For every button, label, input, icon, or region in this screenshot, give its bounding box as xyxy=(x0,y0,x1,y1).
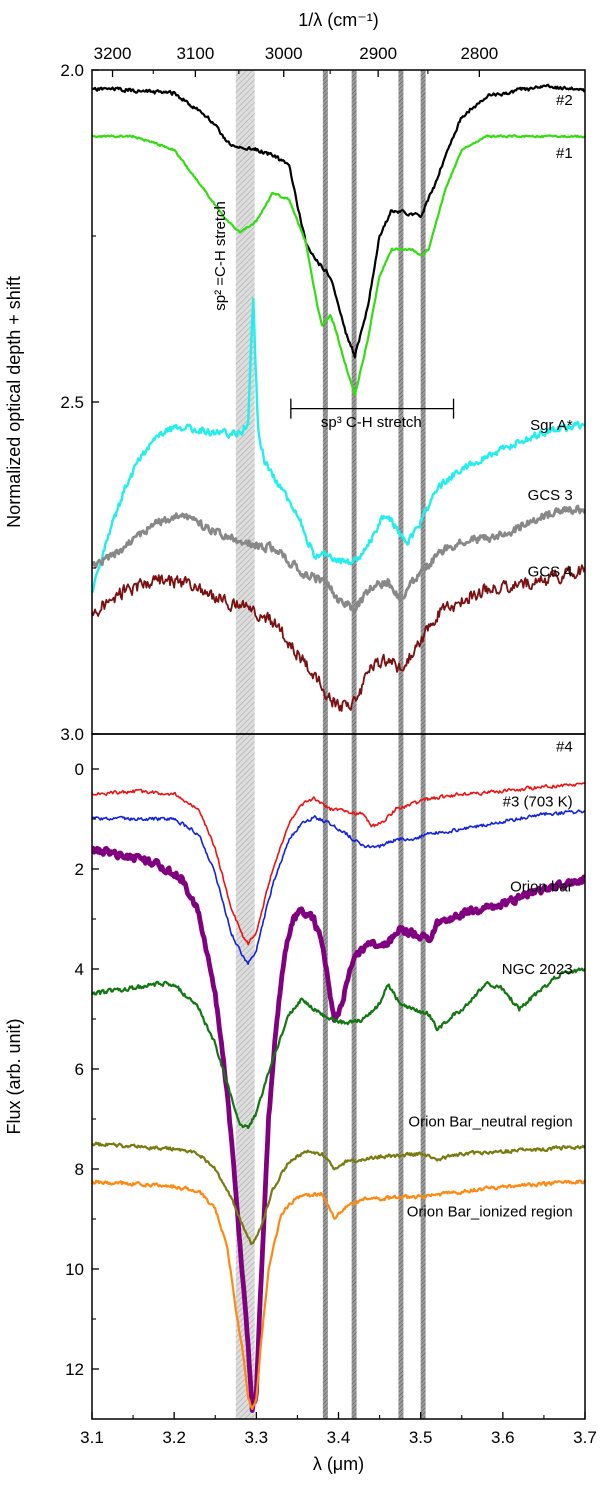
shaded-band-5 xyxy=(420,70,426,1419)
x-tick-label: 3.5 xyxy=(409,1428,433,1447)
series-label-orion-bar-neutral-region: Orion Bar_neutral region xyxy=(408,1114,572,1131)
shaded-band-1 xyxy=(235,70,255,1419)
annotation-sp2: sp² =C-H stretch xyxy=(212,201,229,311)
shaded-band-2 xyxy=(322,70,328,1419)
series-line-orion-bar xyxy=(92,845,585,1413)
y-tick-label: 12 xyxy=(65,1360,84,1379)
y-tick-label: 2.5 xyxy=(60,393,84,412)
sp3-bracket xyxy=(290,398,455,419)
top-tick-label: 2800 xyxy=(460,44,498,63)
series-label-orion-bar: Orion bar xyxy=(510,879,573,896)
absorption-band-markers xyxy=(235,70,426,1419)
y-tick-label: 2.0 xyxy=(60,61,84,80)
series-label-gcs-4: GCS 4 xyxy=(528,563,573,580)
y-axis-title-1: Normalized optical depth + shift xyxy=(4,276,24,528)
series-line-1 xyxy=(92,134,585,397)
y-tick-label: 0 xyxy=(75,760,84,779)
series-line-ngc-2023 xyxy=(92,967,585,1130)
x-tick-label: 3.3 xyxy=(245,1428,269,1447)
series-line-gcs-3 xyxy=(92,504,585,613)
y-axis-title-2: Flux (arb. unit) xyxy=(4,1018,24,1134)
series-labels: #2 #1 Sgr A* GCS 3 GCS 4 sp² =C-H stretch sp³ … xyxy=(212,92,573,1221)
x-tick-label: 3.4 xyxy=(327,1428,351,1447)
series-line-4 xyxy=(92,782,585,946)
series-label-ngc-2023: NGC 2023 xyxy=(502,961,573,978)
series-label-1: #1 xyxy=(556,145,573,162)
x-tick-label: 3.7 xyxy=(573,1428,597,1447)
y-tick-label: 8 xyxy=(75,1160,84,1179)
series-label-4: #4 xyxy=(556,739,573,756)
series-label-sgr-a: Sgr A* xyxy=(530,417,573,434)
panel-frame-top xyxy=(91,69,586,735)
axes: 2.0 2.5 3.0 Normalized optical depth + shif… xyxy=(4,10,597,1474)
panel-optical-depth xyxy=(92,83,585,712)
series-label-3-703-k: #3 (703 K) xyxy=(503,794,573,811)
series-label-2: #2 xyxy=(556,92,573,109)
series-label-orion-bar-ionized-region: Orion Bar_ionized region xyxy=(407,1204,573,1221)
y-tick-label: 2 xyxy=(75,860,84,879)
series-line-sgr-a xyxy=(92,297,585,594)
annotation-sp3: sp³ C-H stretch xyxy=(321,414,422,431)
shaded-band-4 xyxy=(398,70,404,1419)
x-tick-label: 3.2 xyxy=(162,1428,186,1447)
shaded-band-3 xyxy=(351,70,357,1419)
series-label-gcs-3: GCS 3 xyxy=(528,487,573,504)
top-tick-label: 2900 xyxy=(359,44,397,63)
series-line-3-703-k xyxy=(92,809,585,966)
top-axis-title: 1/λ (cm⁻¹) xyxy=(298,10,379,30)
top-tick-label: 3200 xyxy=(94,44,132,63)
x-tick-label: 3.1 xyxy=(80,1428,104,1447)
y-tick-label: 6 xyxy=(75,1060,84,1079)
top-tick-label: 3100 xyxy=(176,44,214,63)
series-line-2 xyxy=(92,83,585,359)
panel-frame-bottom xyxy=(91,733,586,1420)
series-line-orion-bar-neutral-region xyxy=(92,1141,585,1246)
y-tick-label: 3.0 xyxy=(60,725,84,744)
y-tick-label: 4 xyxy=(75,960,84,979)
series-line-orion-bar-ionized-region xyxy=(92,1179,585,1410)
x-tick-label: 3.6 xyxy=(491,1428,515,1447)
x-axis-title: λ (μm) xyxy=(313,1454,364,1474)
top-tick-label: 3000 xyxy=(265,44,303,63)
y-tick-label: 10 xyxy=(65,1260,84,1279)
series-line-gcs-4 xyxy=(92,564,585,712)
panel-flux xyxy=(92,782,585,1413)
